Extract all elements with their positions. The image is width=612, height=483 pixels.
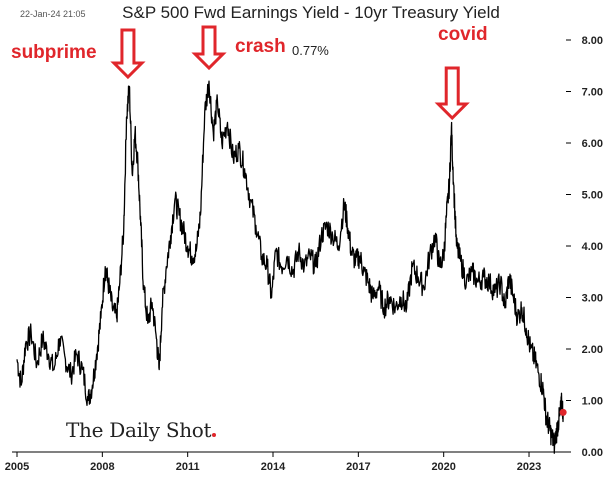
x-tick-label: 2005 bbox=[5, 461, 29, 473]
chart-title: S&P 500 Fwd Earnings Yield - 10yr Treasu… bbox=[122, 3, 500, 22]
y-tick-label: 0.00 bbox=[582, 447, 603, 459]
x-tick-label: 2023 bbox=[517, 461, 541, 473]
y-tick-label: 5.00 bbox=[582, 190, 603, 202]
watermark-logo: The Daily Shot bbox=[66, 418, 217, 442]
y-tick-label: 7.00 bbox=[582, 87, 603, 99]
x-tick-label: 2008 bbox=[90, 461, 114, 473]
annotation-subprime: subprime bbox=[11, 42, 97, 63]
y-tick-label: 4.00 bbox=[582, 241, 603, 253]
series-group bbox=[16, 80, 567, 454]
y-tick-label: 6.00 bbox=[582, 138, 603, 150]
x-axis: 2005 2008 2011 2014 2017 2020 2023 bbox=[5, 451, 571, 473]
annotation-covid: covid bbox=[438, 24, 488, 45]
x-tick-label: 2011 bbox=[176, 461, 200, 473]
annotation-arrow bbox=[191, 25, 227, 71]
annotation-arrows bbox=[110, 25, 470, 121]
y-tick-label: 1.00 bbox=[582, 396, 603, 408]
latest-value-label: 0.77% bbox=[292, 43, 329, 58]
timestamp: 22-Jan-24 21:05 bbox=[20, 9, 86, 19]
y-axis: 0.00 1.00 2.00 3.00 4.00 5.00 6.00 7.00 8.00 bbox=[566, 35, 603, 459]
latest-point-marker bbox=[559, 408, 567, 416]
annotation-arrow bbox=[434, 66, 470, 121]
y-tick-label: 8.00 bbox=[582, 35, 603, 47]
x-tick-label: 2020 bbox=[431, 461, 455, 473]
y-tick-label: 3.00 bbox=[582, 293, 603, 305]
y-tick-label: 2.00 bbox=[582, 344, 603, 356]
series-line bbox=[16, 80, 564, 454]
x-tick-label: 2014 bbox=[261, 461, 286, 473]
x-tick-label: 2017 bbox=[346, 461, 370, 473]
annotation-arrow bbox=[110, 28, 146, 80]
annotation-crash: crash bbox=[235, 36, 286, 57]
